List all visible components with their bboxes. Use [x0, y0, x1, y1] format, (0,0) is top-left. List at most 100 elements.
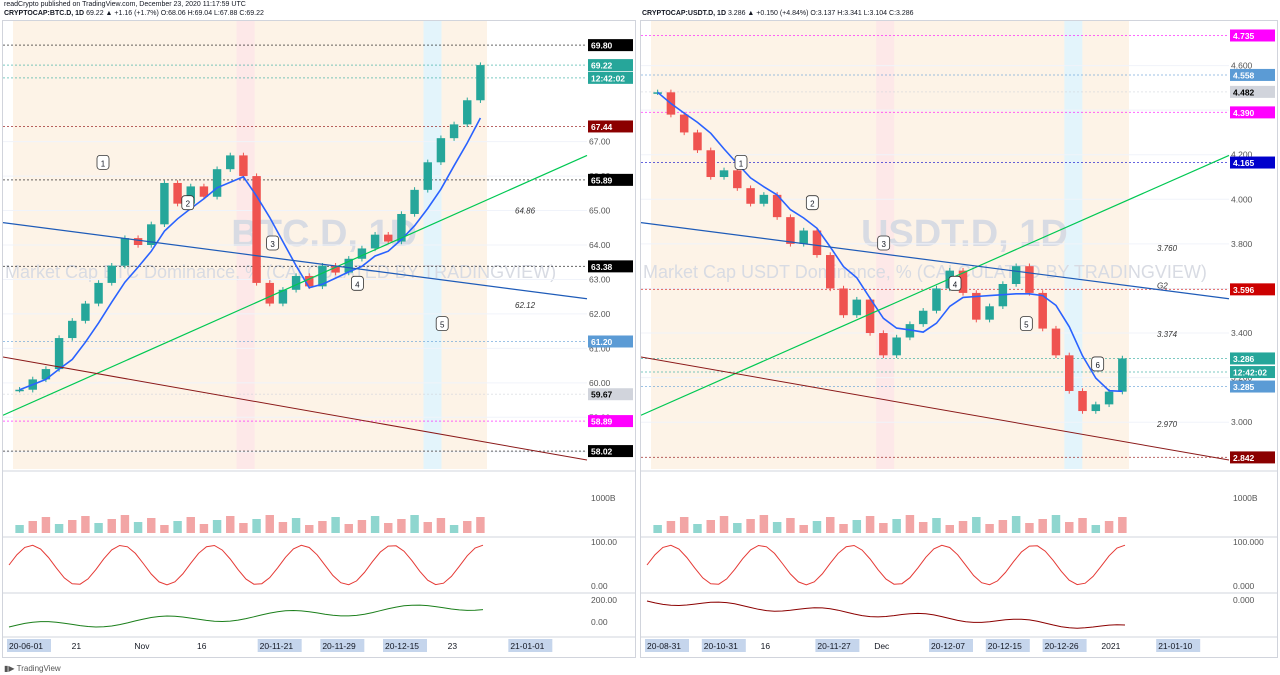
candle-body: [892, 337, 901, 356]
candle-body: [932, 288, 941, 311]
price-tag: [1230, 366, 1275, 379]
callout-box: [435, 316, 449, 332]
x-tick-label: Nov: [134, 641, 150, 651]
candle-body: [679, 114, 689, 133]
x-tick-box: [701, 639, 746, 652]
volume-bar: [719, 516, 729, 533]
candle-body: [305, 276, 314, 287]
volume-bar: [972, 517, 981, 533]
price-tag: [588, 415, 633, 428]
y-tick-label: 3.400: [1231, 328, 1253, 338]
x-tick-label: 20-08-31: [647, 641, 681, 651]
volume-bar: [212, 520, 222, 533]
candle-body: [54, 338, 64, 370]
candle-body: [357, 248, 367, 259]
y-tick-label: 4.600: [1231, 61, 1253, 71]
trend-line: [2, 356, 588, 461]
right-symbol: CRYPTOCAP:USDT.D, 1D: [642, 10, 727, 17]
price-tag-label: 4.558: [1233, 70, 1255, 80]
x-tick-label: 20-11-29: [322, 641, 356, 651]
right-symbol-info: CRYPTOCAP:USDT.D, 1D 3.286 ▲ +0.150 (+4.…: [642, 10, 914, 17]
candle-body: [463, 100, 472, 125]
price-tag-label: 69.80: [591, 41, 613, 51]
price-tag-label: 12:42:02: [591, 73, 625, 83]
name-watermark: Market Cap USDT Dominance, % (CALCULATED…: [643, 262, 1207, 282]
volume-bar: [958, 521, 968, 533]
x-tick-label: 20-06-01: [9, 641, 43, 651]
volume-bar: [693, 524, 702, 533]
callout-box: [1091, 356, 1105, 372]
candle-body: [839, 288, 848, 316]
callout-label: 6: [1095, 361, 1100, 370]
usdt-dominance-svg[interactable]: USDT.D, 1D Market Cap USDT Dominance, % (…: [640, 21, 1277, 657]
price-tag: [588, 120, 633, 133]
candle-body: [331, 265, 340, 273]
callout-label: 2: [186, 200, 191, 209]
candle-body: [212, 169, 222, 197]
price-tag-label: 65.89: [591, 175, 613, 185]
callout-box: [181, 195, 195, 211]
volume-bar: [733, 523, 742, 533]
symbol-watermark: BTC.D, 1D: [231, 213, 417, 255]
candle-body: [972, 292, 981, 320]
volume-bar: [985, 524, 994, 533]
volume-bar: [879, 523, 888, 533]
candle-body: [812, 230, 822, 256]
candle-body: [1118, 358, 1127, 392]
candle-body: [1091, 404, 1101, 412]
btc-dominance-chart[interactable]: BTC.D, 1D Market Cap BTC Dominance, % (CA…: [2, 20, 636, 658]
candle-body: [186, 186, 195, 204]
volume-bar: [706, 520, 715, 533]
x-tick-label: 21: [72, 641, 82, 651]
volume-bar: [133, 522, 143, 533]
candle-body: [226, 155, 235, 170]
candle-body: [265, 282, 274, 304]
volume-bar: [786, 518, 795, 533]
price-tag: [588, 260, 633, 273]
candle-body: [1025, 266, 1034, 293]
y-tick-label: 64.00: [589, 240, 611, 250]
volume-bar: [423, 522, 432, 533]
volume-bar: [945, 525, 954, 533]
x-tick-label: 20-12-07: [931, 641, 965, 651]
uptrend-line: [640, 154, 1230, 416]
inline-level-label: G2: [1157, 282, 1168, 291]
rsi-tick-label: 100.00: [591, 537, 617, 547]
x-tick-label: 21-01-01: [510, 641, 544, 651]
price-tag-label: 2.842: [1233, 453, 1255, 463]
callout-label: 5: [1024, 321, 1029, 330]
volume-bar: [772, 522, 782, 533]
price-tag-label: 4.735: [1233, 31, 1255, 41]
volume-bar: [463, 521, 472, 533]
y-tick-label: 65.00: [589, 206, 611, 216]
volume-tick-label: 1000B: [591, 493, 616, 503]
candle-body: [905, 324, 915, 338]
x-tick-label: 16: [761, 641, 771, 651]
volume-bar: [1104, 521, 1114, 533]
usdt-dominance-chart[interactable]: USDT.D, 1D Market Cap USDT Dominance, % (…: [640, 20, 1278, 658]
volume-bar: [147, 518, 156, 533]
candle-body: [384, 234, 393, 242]
candle-body: [918, 310, 928, 325]
rsi-line: [646, 544, 1126, 586]
candle-body: [15, 389, 24, 392]
candle-body: [94, 282, 103, 304]
candle-body: [826, 255, 835, 289]
volume-bar: [410, 515, 419, 533]
x-tick-label: Dec: [874, 641, 890, 651]
candle-body: [719, 170, 729, 178]
volume-bar: [932, 518, 941, 533]
candle-body: [1038, 292, 1047, 329]
price-tag: [1230, 85, 1275, 98]
x-tick-label: 20-12-15: [988, 641, 1022, 651]
price-tag: [588, 71, 633, 84]
volume-bar: [918, 522, 928, 533]
volume-bar: [679, 517, 689, 533]
price-tag-label: 4.390: [1233, 108, 1255, 118]
volume-bar: [107, 519, 116, 533]
x-tick-label: 20-11-27: [817, 641, 851, 651]
x-tick-box: [929, 639, 973, 652]
volume-bar: [291, 518, 301, 533]
candle-body: [865, 299, 875, 334]
